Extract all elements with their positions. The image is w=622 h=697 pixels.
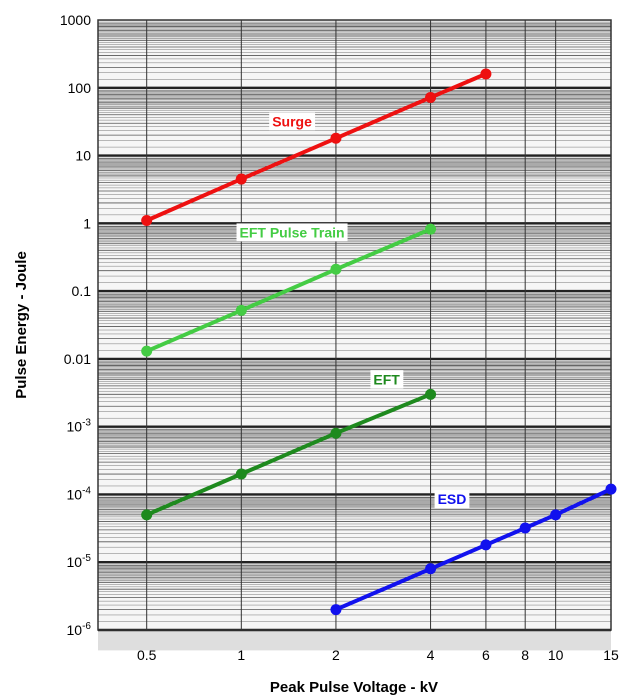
y-tick-base: 10 <box>75 148 91 164</box>
data-point <box>141 509 153 521</box>
y-tick-base: 100 <box>68 80 92 96</box>
series-label-background <box>236 223 348 242</box>
y-tick-label: 1000 <box>60 12 91 28</box>
x-tick-label: 0.5 <box>137 647 157 663</box>
data-point <box>480 539 492 551</box>
data-point <box>425 91 437 103</box>
y-tick-exponent: -3 <box>82 418 91 429</box>
x-axis-title: Peak Pulse Voltage - kV <box>270 679 438 696</box>
y-tick-label: 0.01 <box>64 351 91 367</box>
y-tick-base: 1 <box>83 215 91 231</box>
plot-area <box>98 20 611 630</box>
y-tick-base: 10 <box>67 486 83 502</box>
y-tick-base: 0.1 <box>72 283 92 299</box>
grid-lines <box>98 20 612 632</box>
series-label: Surge <box>272 113 312 129</box>
series-line <box>144 227 433 354</box>
data-point <box>425 388 437 400</box>
y-tick-label: 10-6 <box>67 621 92 638</box>
series-points <box>141 68 617 616</box>
data-point <box>235 173 247 185</box>
data-point <box>141 215 153 227</box>
data-point <box>330 263 342 275</box>
y-tick-exponent: -4 <box>82 485 91 496</box>
y-tick-label: 10-4 <box>67 485 92 502</box>
y-tick-label: 100 <box>68 80 92 96</box>
y-axis-title: Pulse Energy - Joule <box>13 251 30 399</box>
series-label: EFT Pulse Train <box>240 224 345 240</box>
series-label: ESD <box>438 491 467 507</box>
data-point <box>330 132 342 144</box>
data-point <box>550 509 562 521</box>
data-point <box>141 345 153 357</box>
series-line <box>144 392 433 517</box>
series-label: EFT <box>373 371 400 387</box>
decade-band <box>98 630 611 651</box>
data-point <box>425 563 437 575</box>
y-tick-exponent: -6 <box>82 621 91 632</box>
x-tick-label: 10 <box>548 647 564 663</box>
y-tick-base: 10 <box>67 622 83 638</box>
x-tick-labels: 0.5 1 2 4 6 8 10 15 <box>137 647 619 663</box>
y-tick-label: 10-5 <box>67 553 92 570</box>
y-tick-label: 10-3 <box>67 418 92 435</box>
data-point <box>330 427 342 439</box>
y-tick-label: 0.1 <box>72 283 92 299</box>
x-tick-label: 4 <box>427 647 435 663</box>
data-point <box>235 304 247 316</box>
data-point <box>605 483 617 495</box>
y-tick-base: 10 <box>67 419 83 435</box>
y-tick-label: 1 <box>83 215 91 231</box>
series-labels: Surge EFT Pulse Train EFT ESD <box>236 112 470 509</box>
plot-frame <box>97 19 612 631</box>
data-point <box>235 468 247 480</box>
y-tick-base: 10 <box>67 554 83 570</box>
data-point <box>519 522 531 534</box>
data-point <box>480 68 492 80</box>
x-tick-label: 8 <box>521 647 529 663</box>
series-line <box>333 487 613 612</box>
x-tick-label: 1 <box>237 647 245 663</box>
x-tick-label: 6 <box>482 647 490 663</box>
y-tick-exponent: -5 <box>82 553 91 564</box>
y-tick-base: 0.01 <box>64 351 91 367</box>
x-tick-label: 15 <box>603 647 619 663</box>
series-label-background <box>434 490 470 509</box>
x-tick-label: 2 <box>332 647 340 663</box>
series-label-background <box>370 370 404 389</box>
data-point <box>425 223 437 235</box>
y-tick-label: 10 <box>75 148 91 164</box>
data-point <box>330 604 342 616</box>
series-label-background <box>269 112 316 131</box>
y-tick-base: 1000 <box>60 12 91 28</box>
